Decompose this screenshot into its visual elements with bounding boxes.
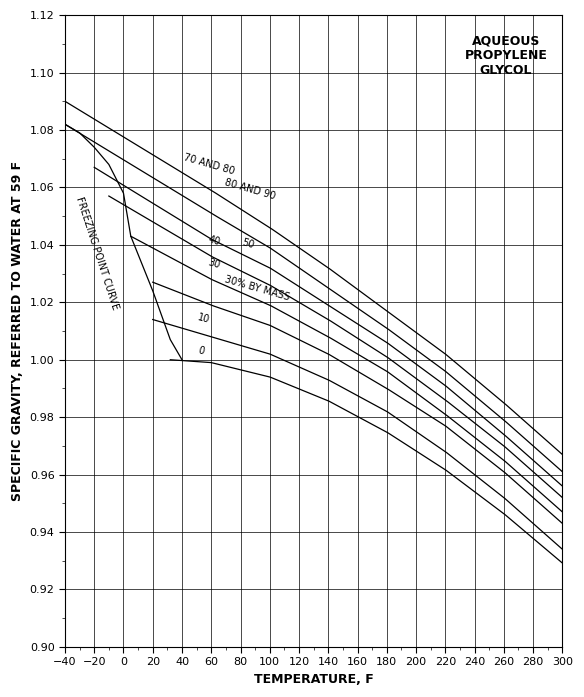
- Text: 10: 10: [197, 312, 211, 325]
- Text: 70 AND 80: 70 AND 80: [182, 152, 235, 176]
- Text: 40: 40: [207, 235, 221, 247]
- X-axis label: TEMPERATURE, F: TEMPERATURE, F: [254, 673, 374, 686]
- Y-axis label: SPECIFIC GRAVITY, REFERRED TO WATER AT 59 F: SPECIFIC GRAVITY, REFERRED TO WATER AT 5…: [11, 161, 24, 501]
- Text: FREEZING POINT CURVE: FREEZING POINT CURVE: [74, 196, 120, 311]
- Text: 30: 30: [207, 258, 221, 270]
- Text: 0: 0: [197, 346, 205, 357]
- Text: 30% BY MASS: 30% BY MASS: [223, 274, 290, 302]
- Text: 80 AND 90: 80 AND 90: [223, 178, 276, 201]
- Text: 50: 50: [241, 238, 255, 251]
- Text: AQUEOUS
PROPYLENE
GLYCOL: AQUEOUS PROPYLENE GLYCOL: [465, 34, 547, 77]
